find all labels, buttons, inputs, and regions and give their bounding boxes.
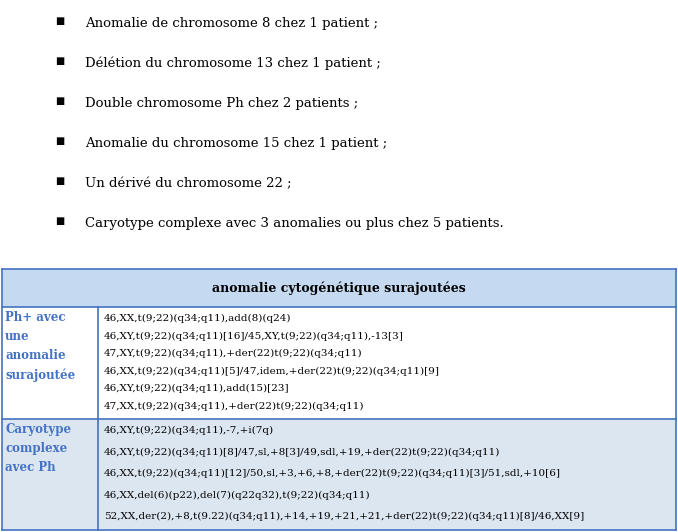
Text: anomalie cytogénétique surajoutées: anomalie cytogénétique surajoutées	[212, 281, 466, 295]
Text: 47,XX,t(9;22)(q34;q11),+der(22)t(9;22)(q34;q11): 47,XX,t(9;22)(q34;q11),+der(22)t(9;22)(q…	[104, 402, 365, 411]
Bar	[2, 307, 676, 419]
Text: 46,XX,t(9;22)(q34;q11),add(8)(q24): 46,XX,t(9;22)(q34;q11),add(8)(q24)	[104, 314, 292, 323]
Text: ■: ■	[55, 57, 64, 66]
Text: 46,XX,t(9;22)(q34;q11)[12]/50,sl,+3,+6,+8,+der(22)t(9;22)(q34;q11)[3]/51,sdl,+10: 46,XX,t(9;22)(q34;q11)[12]/50,sl,+3,+6,+…	[104, 469, 561, 478]
Text: ■: ■	[55, 17, 64, 26]
Text: 47,XY,t(9;22)(q34;q11),+der(22)t(9;22)(q34;q11): 47,XY,t(9;22)(q34;q11),+der(22)t(9;22)(q…	[104, 349, 363, 358]
Text: 46,XX,t(9;22)(q34;q11)[5]/47,idem,+der(22)t(9;22)(q34;q11)[9]: 46,XX,t(9;22)(q34;q11)[5]/47,idem,+der(2…	[104, 367, 440, 376]
Text: Anomalie de chromosome 8 chez 1 patient ;: Anomalie de chromosome 8 chez 1 patient …	[85, 17, 378, 30]
Text: ■: ■	[55, 217, 64, 226]
Text: ■: ■	[55, 177, 64, 186]
Text: Caryotype
complexe
avec Ph: Caryotype complexe avec Ph	[5, 423, 71, 474]
Text: 46,XY,t(9;22)(q34;q11)[16]/45,XY,t(9;22)(q34;q11),-13[3]: 46,XY,t(9;22)(q34;q11)[16]/45,XY,t(9;22)…	[104, 331, 404, 340]
Text: Double chromosome Ph chez 2 patients ;: Double chromosome Ph chez 2 patients ;	[85, 97, 358, 110]
Text: 46,XY,t(9;22)(q34;q11),add(15)[23]: 46,XY,t(9;22)(q34;q11),add(15)[23]	[104, 384, 290, 393]
Text: Délétion du chromosome 13 chez 1 patient ;: Délétion du chromosome 13 chez 1 patient…	[85, 57, 381, 71]
Bar	[2, 269, 676, 307]
Bar	[2, 419, 676, 530]
Text: 46,XY,t(9;22)(q34;q11),-7,+i(7q): 46,XY,t(9;22)(q34;q11),-7,+i(7q)	[104, 426, 274, 435]
Text: ■: ■	[55, 137, 64, 146]
Text: 46,XY,t(9;22)(q34;q11)[8]/47,sl,+8[3]/49,sdl,+19,+der(22)t(9;22)(q34;q11): 46,XY,t(9;22)(q34;q11)[8]/47,sl,+8[3]/49…	[104, 447, 500, 456]
Text: 46,XX,del(6)(p22),del(7)(q22q32),t(9;22)(q34;q11): 46,XX,del(6)(p22),del(7)(q22q32),t(9;22)…	[104, 491, 371, 500]
Text: Ph+ avec
une
anomalie
surajoutée: Ph+ avec une anomalie surajoutée	[5, 311, 75, 382]
Text: Caryotype complexe avec 3 anomalies ou plus chez 5 patients.: Caryotype complexe avec 3 anomalies ou p…	[85, 217, 504, 230]
Text: 52,XX,der(2),+8,t(9.22)(q34;q11),+14,+19,+21,+21,+der(22)t(9;22)(q34;q11)[8]/46,: 52,XX,der(2),+8,t(9.22)(q34;q11),+14,+19…	[104, 512, 584, 521]
Text: ■: ■	[55, 97, 64, 106]
Text: Un dérivé du chromosome 22 ;: Un dérivé du chromosome 22 ;	[85, 177, 292, 190]
Text: Anomalie du chromosome 15 chez 1 patient ;: Anomalie du chromosome 15 chez 1 patient…	[85, 137, 387, 150]
